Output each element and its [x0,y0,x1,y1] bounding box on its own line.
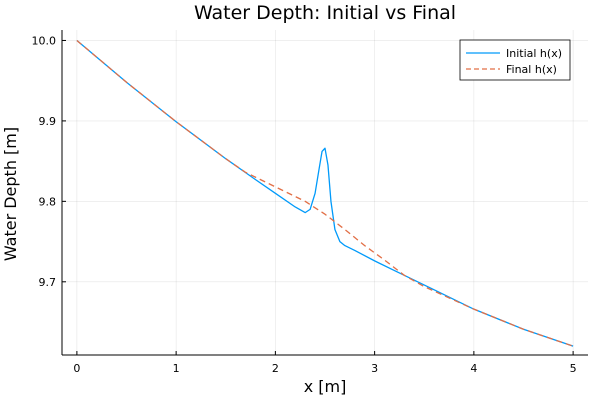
series-lines [76,39,574,347]
y-axis-label: Water Depth [m] [1,127,20,261]
x-axis-ticks: 0 1 2 3 4 5 [73,351,577,375]
x-tick-label: 0 [73,362,80,375]
legend-label-initial: Initial h(x) [506,47,562,60]
axes [61,30,588,356]
x-tick-label: 4 [470,362,477,375]
y-tick-label: 9.8 [39,195,57,208]
legend-box [459,39,571,81]
y-tick-label: 9.9 [39,115,57,128]
legend-label-final: Final h(x) [506,63,557,76]
y-tick-label: 10.0 [32,34,57,47]
x-tick-label: 1 [173,362,180,375]
x-tick-label: 3 [371,362,378,375]
x-axis-label: x [m] [304,377,347,396]
x-tick-label: 5 [570,362,577,375]
series-line-final [76,39,574,347]
y-axis-ticks: 9.7 9.8 9.9 10.0 [32,34,66,289]
legend: Initial h(x) Final h(x) [459,39,571,81]
chart-title: Water Depth: Initial vs Final [194,2,456,24]
y-tick-label: 9.7 [39,276,57,289]
x-tick-label: 2 [272,362,279,375]
